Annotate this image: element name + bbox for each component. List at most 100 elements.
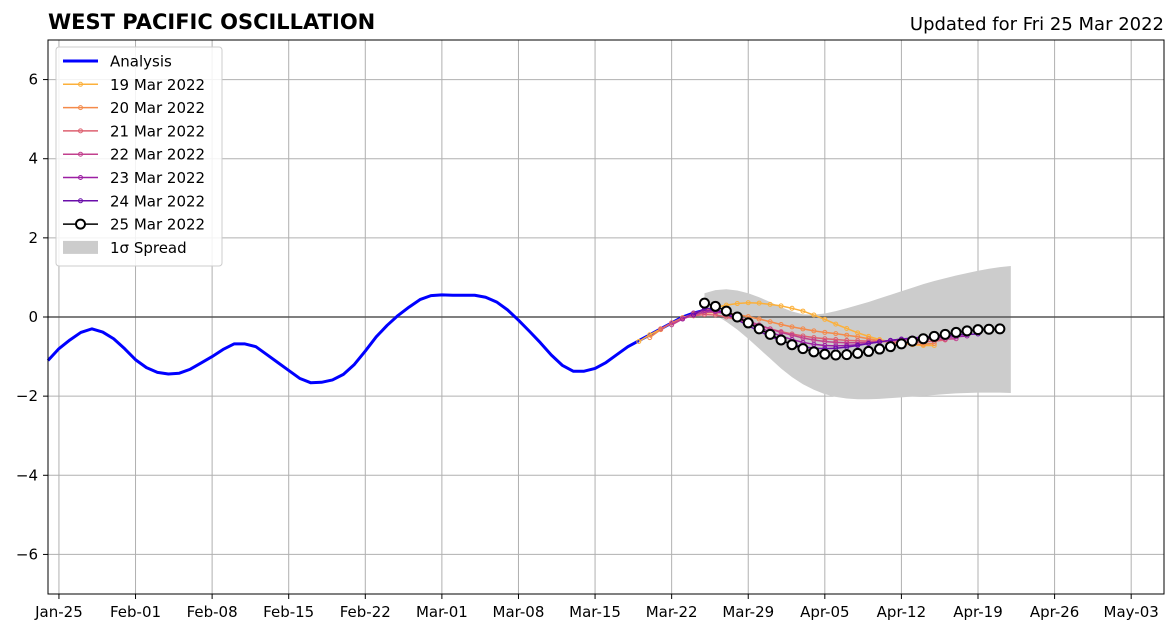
x-tick-label: Feb-01 [110,603,161,621]
x-tick-label: Mar-08 [493,603,545,621]
current-forecast-point [698,297,710,309]
current-forecast-point [852,347,864,359]
current-forecast-point [764,328,776,340]
x-tick-label: Feb-22 [340,603,391,621]
y-tick-label: 2 [28,229,38,247]
legend-label: 1σ Spread [110,239,187,257]
axis-ticks: Jan-25 Feb-01 Feb-08 Feb-15 Feb-22 Mar-01 Mar-… [16,71,1159,621]
current-forecast-point [786,339,798,351]
current-forecast-point [731,311,743,323]
x-tick-label: Apr-05 [800,603,850,621]
forecast-point [767,319,773,325]
legend-entry: 21 Mar 2022 [63,122,205,140]
legend-entry: 1σ Spread [63,239,187,257]
current-forecast-point [709,300,721,312]
forecast-point [680,316,686,322]
x-tick-label: Feb-15 [263,603,314,621]
chart-title: WEST PACIFIC OSCILLATION [48,10,375,34]
y-tick-label: 6 [28,71,38,89]
forecast-point [833,321,839,327]
current-forecast-point [841,349,853,361]
x-tick-label: Mar-01 [416,603,468,621]
current-forecast-point [720,305,732,317]
legend-label: 19 Mar 2022 [110,76,205,94]
legend-swatch [63,240,98,254]
x-tick-label: Apr-12 [877,603,927,621]
legend-label: 23 Mar 2022 [110,169,205,187]
current-forecast-point [808,346,820,358]
current-forecast-point [884,341,896,353]
legend-entry: 25 Mar 2022 [63,216,205,234]
forecast-point [756,316,762,322]
analysis-line [46,293,716,385]
current-forecast-point [928,330,940,342]
legend-marker [78,151,83,157]
legend-label: 22 Mar 2022 [110,146,205,164]
current-forecast-point [983,323,995,335]
legend-label: 24 Mar 2022 [110,192,205,210]
forecast-point [822,329,828,335]
forecast-point [844,325,850,331]
current-forecast-point [917,333,929,345]
legend-marker [78,198,83,204]
y-tick-label: −2 [16,387,38,405]
x-tick-label: Mar-15 [569,603,621,621]
legend-entry: 22 Mar 2022 [63,146,205,164]
forecast-point [822,316,828,322]
forecast-point [866,341,872,347]
current-forecast-point [950,326,962,338]
forecast-point [767,301,773,307]
current-forecast-point [797,343,809,355]
current-forecast-point [972,324,984,336]
legend-entry: 24 Mar 2022 [63,192,205,210]
x-tick-label: Apr-19 [953,603,1003,621]
y-tick-label: 0 [28,308,38,326]
legend-marker [78,105,83,111]
forecast-point [822,342,828,348]
legend-box [55,46,223,267]
chart-subtitle: Updated for Fri 25 Mar 2022 [910,14,1164,35]
current-forecast-point [961,325,973,337]
current-forecast-line [704,302,1000,356]
forecast-point [636,339,642,345]
forecast-point [789,305,795,311]
forecast-point [669,322,675,328]
y-tick-label: 4 [28,150,38,168]
current-forecast-point [830,349,842,361]
forecast-point [789,324,795,330]
current-forecast-point [753,323,765,335]
y-tick-label: −4 [16,466,38,484]
legend-label: Analysis [110,53,172,71]
x-tick-label: May-03 [1104,603,1159,621]
current-forecast-point [895,338,907,350]
forecast-point [778,322,784,328]
legend-label: 25 Mar 2022 [110,216,205,234]
x-tick-label: Feb-08 [187,603,238,621]
x-tick-label: Apr-26 [1030,603,1080,621]
current-forecast-series [698,297,1006,361]
legend-marker [78,81,83,87]
legend-marker [78,175,83,180]
y-tick-label: −6 [16,545,38,563]
legend-label: 20 Mar 2022 [110,99,205,117]
forecast-point [669,320,675,326]
legend-entry: 20 Mar 2022 [63,99,205,117]
current-forecast-point [863,345,875,357]
forecast-point [855,342,861,348]
series-layer [46,293,1006,385]
forecast-point [800,326,806,332]
x-tick-label: Mar-22 [646,603,698,621]
x-tick-label: Mar-29 [722,603,774,621]
forecast-point [734,301,740,307]
current-forecast-point [874,343,886,355]
forecast-point [811,328,817,334]
current-forecast-point [742,317,754,329]
forecast-point [745,300,751,306]
legend-marker [78,128,83,134]
current-forecast-point [819,348,831,360]
legend-label: 21 Mar 2022 [110,122,205,140]
x-tick-label: Jan-25 [34,603,83,621]
current-forecast-point [906,335,918,347]
legend-entry: 19 Mar 2022 [63,76,205,94]
